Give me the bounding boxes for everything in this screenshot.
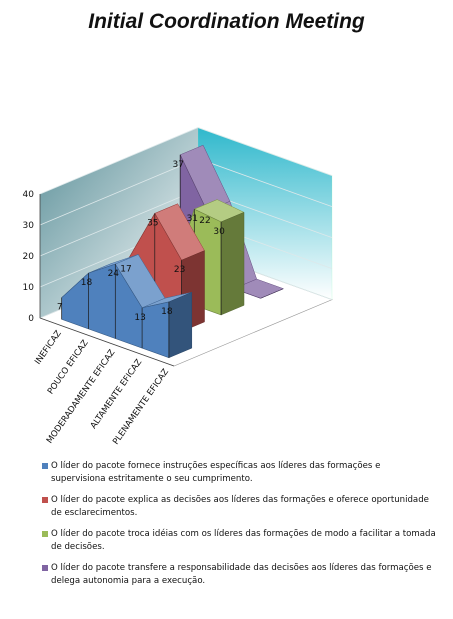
data-label: 17 [120,265,131,275]
area-end-face [168,291,193,359]
y-tick-label: 20 [23,252,35,262]
chart-plot: 0 10 20 30 40 7 18 24 13 18 17 35 23 31 30 37 22 INEFICAZ… [23,126,333,447]
data-label: 18 [81,278,93,288]
y-tick-label: 30 [23,221,35,231]
series-layer [61,144,285,359]
legend-label-4: O líder do pacote transfere a responsabi… [51,563,432,586]
data-label: 31 [187,214,198,224]
legend-swatch-2 [42,497,48,503]
gridline [39,127,333,195]
series-1 [61,254,193,359]
data-label: 30 [213,227,225,237]
x-tick-label: MODERADAMENTE EFICAZ [45,348,118,446]
data-label: 7 [57,303,63,313]
data-label: 37 [172,160,183,170]
legend-label-2: O líder do pacote explica as decisões ao… [51,495,429,518]
y-tick-label: 10 [23,283,35,293]
legend-label-1: O líder do pacote fornece instruções esp… [51,461,381,484]
chart-title: Initial Coordination Meeting [88,10,365,33]
legend-label-3: O líder do pacote troca idéias com os lí… [51,529,436,552]
data-label: 35 [147,218,158,228]
data-label: 22 [199,216,210,226]
y-tick-label: 40 [23,190,35,200]
legend-swatch-3 [42,531,48,537]
data-label: 13 [134,313,145,323]
data-label: 23 [174,265,185,275]
y-tick-label: 0 [28,314,34,324]
legend-swatch-1 [42,463,48,469]
legend-item-2: O líder do pacote explica as decisões ao… [42,494,437,520]
area-end-face [260,288,284,299]
x-axis-line [39,317,175,367]
data-label: 18 [161,307,173,317]
legend-item-1: O líder do pacote fornece instruções esp… [42,460,437,486]
legend-item-3: O líder do pacote troca idéias com os lí… [42,528,437,554]
x-tick-label: INEFICAZ [33,329,64,367]
legend-item-4: O líder do pacote transfere a responsabi… [42,562,437,588]
legend-swatch-4 [42,565,48,571]
legend: O líder do pacote fornece instruções esp… [42,460,437,596]
data-label: 24 [108,269,120,279]
